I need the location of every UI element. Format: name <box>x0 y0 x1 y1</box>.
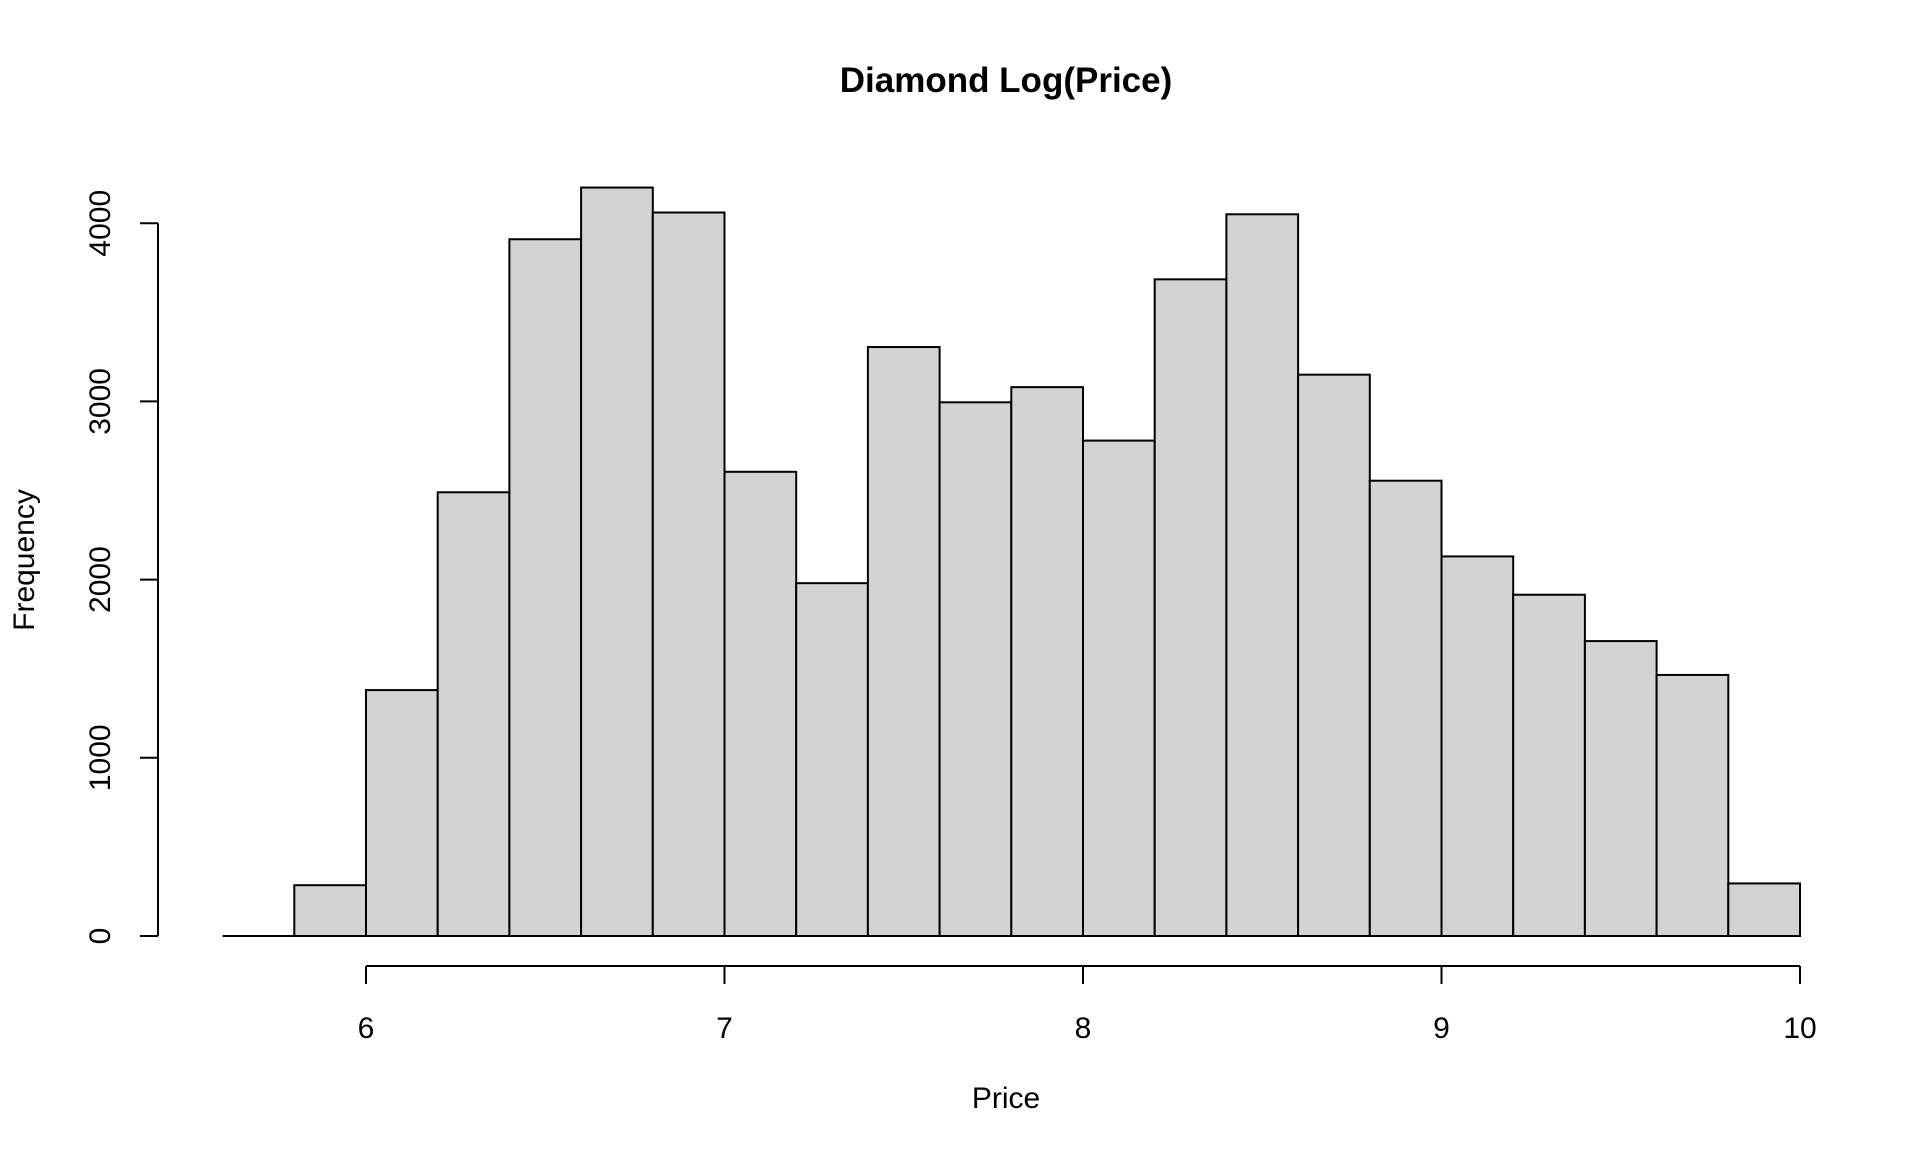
histogram-bar <box>1368 479 1443 937</box>
y-axis-label: Frequency <box>8 489 41 631</box>
histogram-bar <box>365 689 439 937</box>
chart-title: Diamond Log(Price) <box>840 61 1173 100</box>
histogram-bar <box>1655 673 1730 937</box>
histogram-bar <box>938 401 1013 937</box>
histogram-bar <box>1727 882 1802 938</box>
histogram-bar <box>1153 278 1228 937</box>
histogram-bar <box>1082 439 1156 937</box>
histogram-bar <box>580 186 654 937</box>
histogram-bar <box>508 238 583 938</box>
x-tick-label: 8 <box>1075 1012 1092 1045</box>
y-tick-label: 3000 <box>84 368 117 435</box>
histogram-bar <box>293 884 367 938</box>
histogram-bar <box>1225 213 1300 938</box>
histogram-bar <box>1440 555 1515 938</box>
x-tick-label: 10 <box>1783 1012 1816 1045</box>
y-tick-label: 0 <box>84 928 117 945</box>
x-tick-label: 7 <box>716 1012 733 1045</box>
histogram-bar <box>1010 386 1084 938</box>
histogram-bar <box>651 211 726 937</box>
histogram-bar <box>1512 593 1586 937</box>
y-axis: 0 1000 2000 3000 4000 <box>84 190 159 945</box>
y-tick-label: 4000 <box>84 190 117 257</box>
x-tick-label: 6 <box>358 1012 375 1045</box>
histogram-bar <box>795 582 869 937</box>
histogram-bar <box>723 470 798 937</box>
histogram-bar <box>436 491 511 937</box>
histogram-bar <box>1297 373 1371 938</box>
x-axis: 6 7 8 9 10 <box>358 965 1817 1045</box>
y-tick-label: 1000 <box>84 724 117 791</box>
x-tick-label: 9 <box>1433 1012 1450 1045</box>
bars-group <box>293 186 1802 938</box>
histogram-bar <box>1583 640 1658 937</box>
x-axis-label: Price <box>972 1082 1040 1115</box>
y-tick-label: 2000 <box>84 546 117 613</box>
histogram-bar <box>866 346 941 937</box>
